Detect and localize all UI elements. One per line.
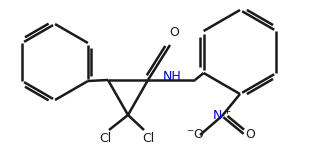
Text: NH: NH — [163, 70, 181, 82]
Text: O: O — [169, 25, 179, 39]
Text: Cl: Cl — [142, 132, 154, 144]
Text: Cl: Cl — [99, 132, 111, 144]
Text: O: O — [245, 129, 255, 142]
Text: $^{-}$O: $^{-}$O — [186, 129, 204, 142]
Text: N$^+$: N$^+$ — [212, 108, 232, 124]
